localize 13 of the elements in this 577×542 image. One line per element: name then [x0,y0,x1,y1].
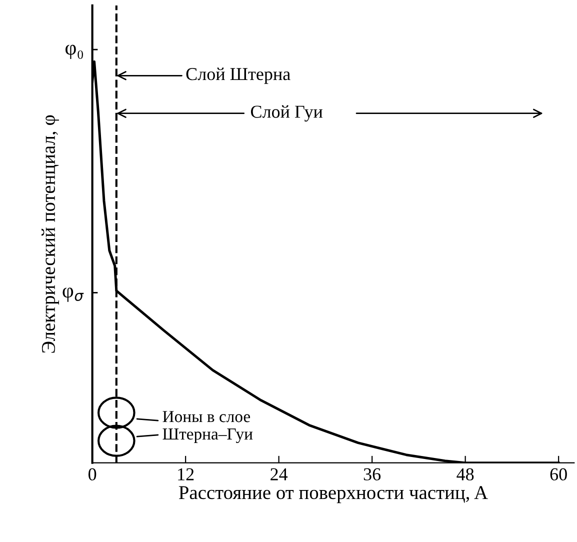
annotation: Слой Гуи [250,105,323,122]
annotation: Слой Штерна [186,68,290,84]
x-axis-title: Расстояние от поверхности частиц, A [178,486,488,504]
x-tick-label: 24 [270,468,288,480]
x-tick-label: 36 [364,468,381,480]
x-tick-label: 48 [456,468,474,480]
y-axis-title: Электрический потенциал, φ [42,115,59,353]
text: φ₀ [66,44,83,60]
text: φ$_{σ}$ [62,288,84,302]
x-tick-label: 60 [550,468,567,480]
x-tick-label: 12 [178,468,194,480]
x-tick-label: 0 [88,468,96,480]
annotation: Ионы в слое Штерна–Гуи [162,411,253,444]
